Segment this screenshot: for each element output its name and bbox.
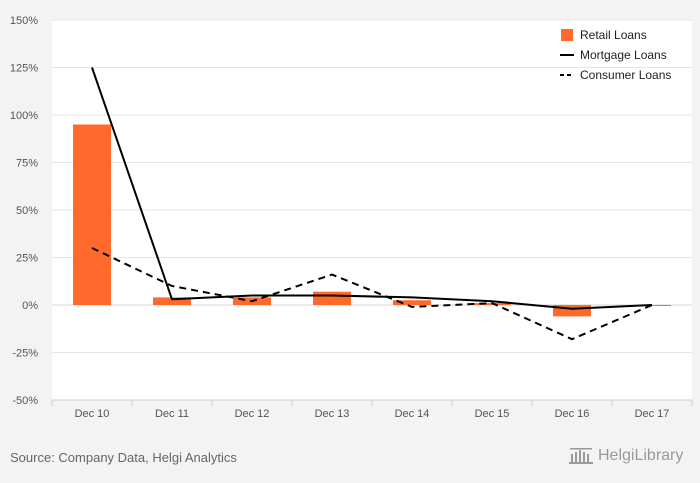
legend-label: Mortgage Loans <box>580 48 667 62</box>
y-tick-label: 50% <box>16 205 38 217</box>
y-tick-label: 75% <box>16 158 38 170</box>
y-tick-label: -25% <box>12 348 38 360</box>
library-building-icon <box>569 448 593 464</box>
legend-label: Consumer Loans <box>580 68 671 82</box>
bar-retail-loans <box>553 305 591 317</box>
x-tick-label: Dec 16 <box>555 408 590 420</box>
x-tick-label: Dec 12 <box>235 408 270 420</box>
y-tick-label: 150% <box>10 15 38 27</box>
helgi-library-logo[interactable]: HelgiLibrary <box>568 446 683 466</box>
bars-retail-loans <box>73 124 671 317</box>
bar-retail-loans <box>73 124 111 305</box>
series-lines <box>91 67 653 341</box>
x-tick-label: Dec 15 <box>475 408 510 420</box>
x-tick-label: Dec 13 <box>315 408 350 420</box>
line-mortgage-loans <box>91 67 653 310</box>
y-tick-label: 25% <box>16 253 38 265</box>
legend-label: Retail Loans <box>580 28 647 42</box>
x-tick-label: Dec 17 <box>635 408 670 420</box>
bar-retail-loans <box>313 291 351 305</box>
y-tick-label: 125% <box>10 63 38 75</box>
chart: 150%125%100%75%50%25%0%-25%-50% Dec 10 De… <box>10 15 693 420</box>
source-note: Source: Company Data, Helgi Analytics <box>10 450 237 465</box>
logo-text: HelgiLibrary <box>598 447 684 464</box>
line-consumer-loans <box>91 247 653 341</box>
bar-retail-loans <box>153 297 191 305</box>
x-tick-label: Dec 11 <box>155 408 189 420</box>
y-tick-label: 0% <box>22 300 38 312</box>
x-tick-label: Dec 10 <box>75 408 110 420</box>
bar-retail-loans <box>393 300 431 305</box>
legend-swatch-retail-loans <box>561 29 573 41</box>
y-axis-ticks: 150% 125% 100% 75% 50% 25% 0% -25% -50% <box>10 15 38 407</box>
x-axis: Dec 10 Dec 11 Dec 12 Dec 13 Dec 14 Dec 15 Dec … <box>51 399 693 420</box>
y-tick-label: 100% <box>10 110 38 122</box>
x-tick-label: Dec 14 <box>395 408 430 420</box>
legend: Retail Loans Mortgage Loans Consumer Loans <box>560 28 671 82</box>
y-tick-label: -50% <box>12 395 38 407</box>
